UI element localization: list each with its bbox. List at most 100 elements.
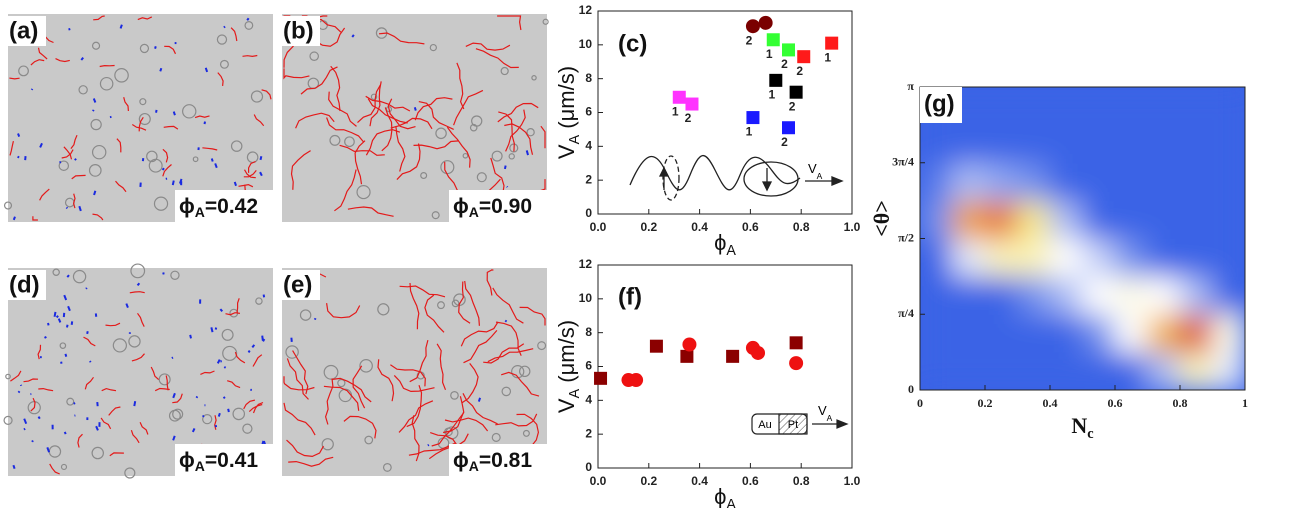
inset-label: VA: [808, 161, 823, 181]
short-track: [86, 331, 89, 335]
point: [680, 349, 694, 363]
particle: [377, 303, 390, 316]
track: [332, 377, 372, 403]
particle: [221, 328, 234, 341]
track: [242, 54, 258, 58]
track: [326, 117, 365, 143]
inset-label: VA: [818, 403, 833, 423]
short-track: [154, 46, 157, 49]
track: [217, 72, 224, 86]
short-track: [217, 412, 221, 417]
point: [769, 73, 783, 87]
heat-cell: [1017, 351, 1051, 390]
track: [137, 16, 153, 21]
short-track: [525, 150, 529, 156]
label-box: [920, 87, 962, 123]
track: [519, 306, 546, 326]
heat-cell: [1114, 162, 1148, 202]
short-track: [155, 109, 158, 113]
label-box: [282, 270, 320, 300]
phi-value: =0.42: [205, 195, 258, 218]
track: [70, 134, 78, 149]
track: [408, 442, 456, 456]
y-tick-label: 0: [908, 382, 914, 396]
panel-label: (e): [283, 271, 312, 298]
panel-label: (g): [924, 90, 955, 117]
phi-symbol: ϕ: [179, 449, 195, 472]
x-tick-label: 0.6: [742, 474, 759, 488]
particle: [522, 429, 530, 437]
track: [483, 343, 525, 364]
short-track: [503, 165, 507, 170]
short-track: [247, 350, 251, 353]
particle: [356, 184, 371, 200]
track: [162, 164, 172, 177]
short-track: [78, 205, 82, 212]
x-tick-label: 1.0: [844, 474, 861, 488]
point-label: 1: [672, 104, 679, 118]
track: [123, 97, 129, 112]
heatmap: [920, 87, 1245, 390]
heat-cell: [1212, 351, 1245, 390]
short-track: [214, 327, 218, 330]
track: [30, 59, 45, 66]
track: [261, 89, 272, 100]
track: [377, 359, 395, 402]
heat-cell: [1017, 200, 1051, 239]
track: [243, 170, 257, 178]
track: [324, 378, 334, 425]
short-track: [67, 305, 71, 312]
short-track: [246, 17, 250, 21]
heat-cell: [920, 200, 953, 239]
track: [409, 339, 429, 383]
heat-cell: [1049, 238, 1083, 277]
heat-cell: [1017, 87, 1051, 126]
point: [746, 111, 760, 125]
particle: [285, 345, 299, 359]
track: [108, 406, 121, 416]
label-main: N: [1071, 413, 1087, 438]
x-axis-label: ϕA: [714, 230, 736, 259]
short-track: [74, 158, 77, 161]
particle: [250, 90, 264, 103]
track: [243, 399, 256, 410]
short-track: [223, 366, 227, 369]
micrograph: (e) ϕA=0.81: [282, 268, 547, 476]
x-tick-label: 1.0: [844, 220, 861, 234]
heat-cell: [952, 200, 986, 239]
short-track: [23, 427, 26, 431]
heat-cell: [1017, 162, 1051, 202]
track: [462, 393, 498, 425]
short-track: [189, 334, 192, 339]
track: [23, 378, 39, 383]
short-track: [251, 344, 256, 348]
particle: [255, 297, 263, 305]
track: [365, 95, 411, 112]
short-track: [53, 311, 57, 317]
track: [71, 174, 86, 180]
track: [460, 321, 499, 347]
track: [37, 344, 42, 360]
short-track: [12, 216, 16, 221]
heat-cell: [1212, 124, 1245, 164]
track: [9, 77, 20, 80]
particle: [202, 414, 213, 425]
track: [236, 298, 240, 314]
label-sub: A: [567, 388, 583, 398]
short-track: [95, 425, 99, 431]
heat-cell: [1049, 351, 1083, 390]
y-axis-label: <θ>: [869, 200, 894, 237]
particle: [128, 335, 141, 348]
point: [782, 43, 795, 57]
heat-cell: [984, 275, 1018, 315]
track: [238, 183, 254, 188]
y-tick-label: π/2: [898, 230, 914, 244]
point-label: 1: [768, 88, 775, 102]
track: [436, 343, 447, 391]
heat-cell: [920, 275, 953, 315]
y-tick-label: 0: [585, 460, 592, 474]
x-tick-label: 0.6: [1108, 396, 1123, 410]
short-track: [214, 424, 218, 428]
panel-label: (f): [618, 283, 642, 310]
particle: [435, 127, 447, 140]
